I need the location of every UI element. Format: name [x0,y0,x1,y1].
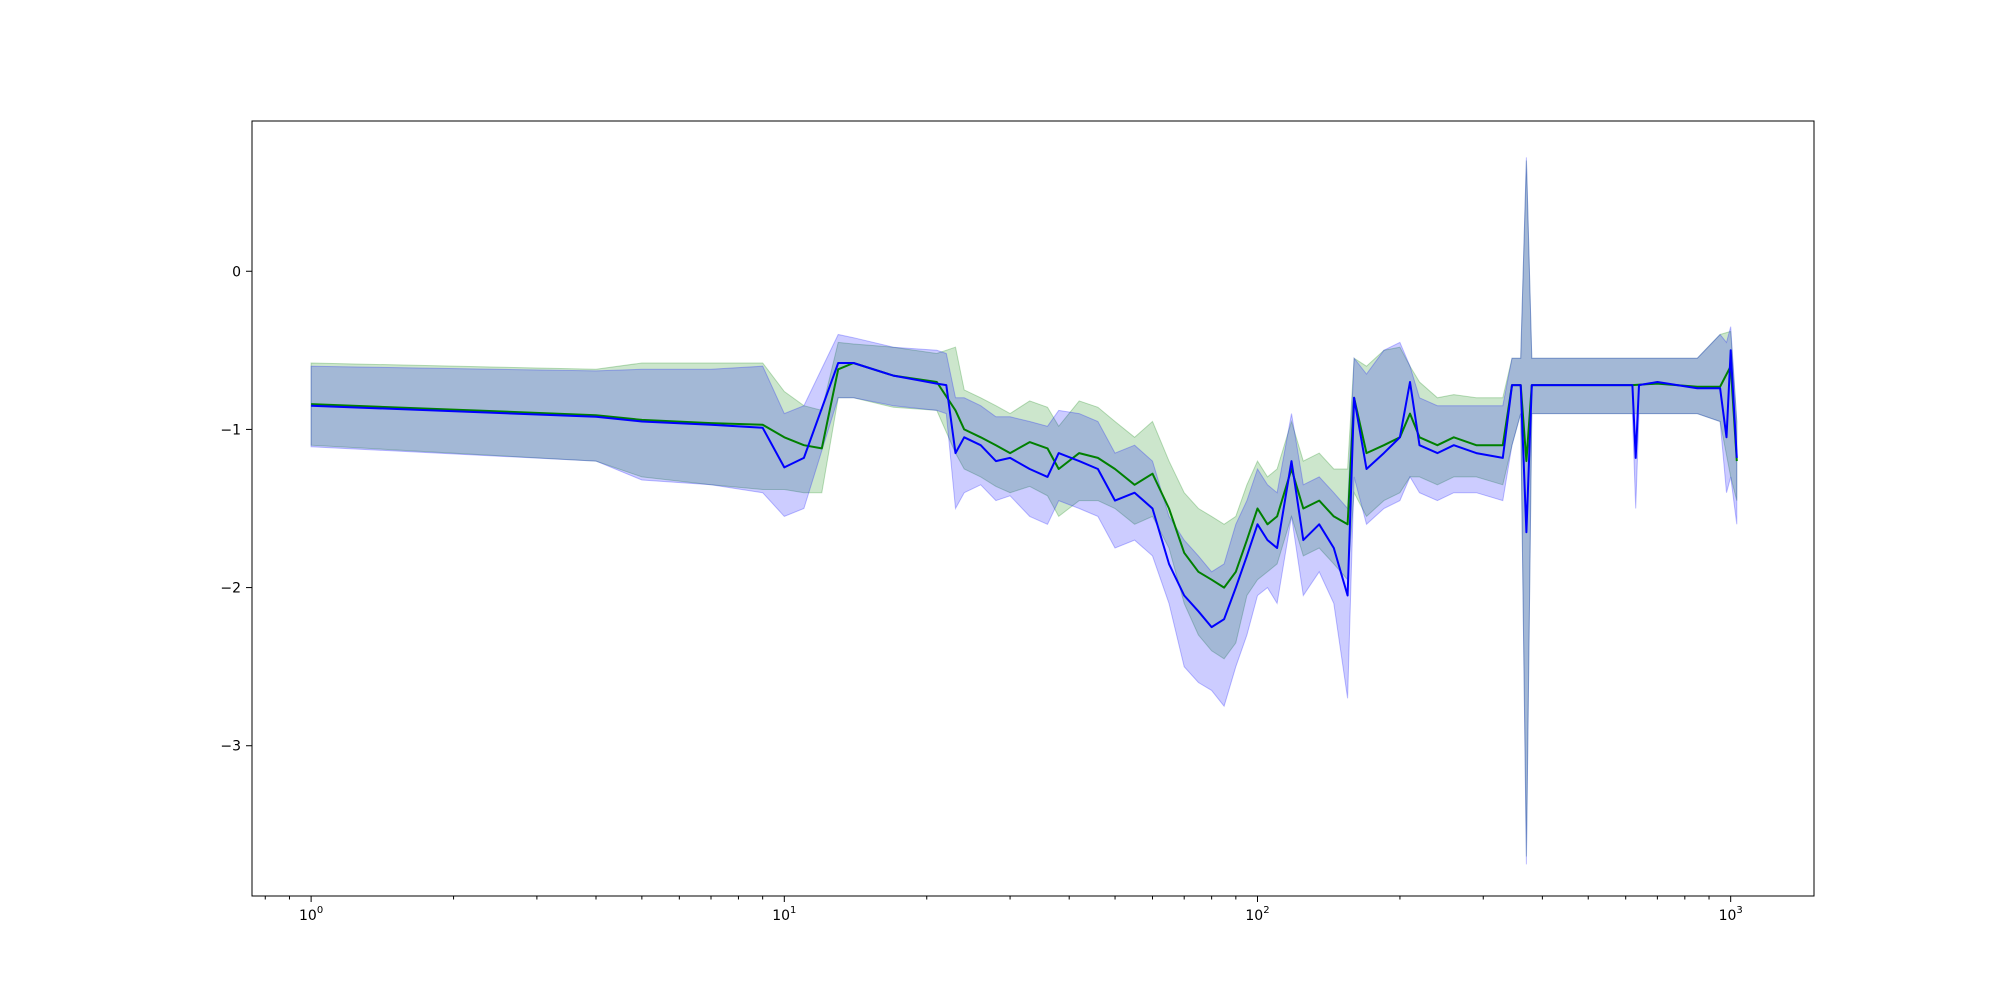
x-tick-label: 100 [299,905,323,924]
x-tick-label: 101 [772,905,796,924]
y-tick-label: −3 [220,739,241,755]
y-tick-label: −1 [220,422,241,438]
y-tick-label: −2 [220,581,241,597]
series-1-band [310,157,1738,865]
series-lines [311,349,1738,629]
x-axis: 100 101 102 103 [264,896,1743,924]
y-axis: 0 −1 −2 −3 [220,264,252,755]
series-0-band [310,160,1738,857]
series-1-line [311,349,1738,629]
y-tick-label: 0 [232,264,241,280]
x-tick-label: 102 [1245,905,1269,924]
confidence-bands [310,157,1738,865]
x-tick-label: 103 [1719,905,1743,924]
plot-frame [251,120,1815,897]
